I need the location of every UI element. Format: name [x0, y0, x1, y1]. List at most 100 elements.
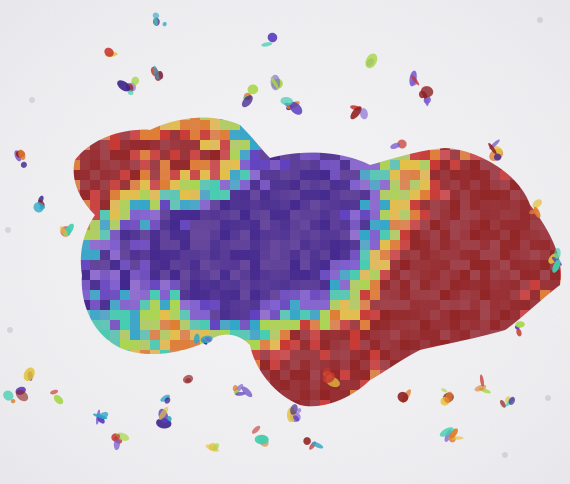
heatmap-cell — [150, 240, 160, 250]
heatmap-cell — [160, 290, 170, 300]
heatmap-cell — [240, 180, 250, 190]
heatmap-cell — [130, 240, 140, 250]
tissue-fragment — [516, 328, 522, 337]
heatmap-cell — [290, 240, 300, 250]
tissue-fragments — [3, 12, 562, 458]
heatmap-cell — [170, 270, 180, 280]
heatmap-cell — [420, 230, 430, 240]
heatmap-cell — [270, 360, 280, 370]
heatmap-cell — [240, 250, 250, 260]
heatmap-cell — [300, 400, 310, 407]
heatmap-cell — [360, 250, 370, 260]
heatmap-cell — [390, 180, 400, 190]
tissue-fragment — [493, 153, 502, 161]
heatmap-cell — [230, 220, 240, 230]
heatmap-cell — [110, 290, 120, 300]
heatmap-cell — [350, 310, 360, 320]
tissue-fragment — [115, 434, 121, 440]
tissue-fragment — [241, 386, 253, 398]
heatmap-cell — [140, 220, 150, 230]
heatmap-cell — [150, 200, 160, 210]
heatmap-cell — [250, 270, 260, 280]
tissue-fragment — [33, 201, 44, 213]
heatmap-cell — [390, 190, 400, 200]
heatmap-cell — [430, 270, 440, 280]
heatmap-cell — [530, 220, 540, 230]
heatmap-cell — [260, 280, 270, 290]
heatmap-cell — [240, 210, 250, 220]
heatmap-cell — [290, 190, 300, 200]
heatmap-cell — [400, 320, 410, 330]
heatmap-cell — [470, 240, 480, 250]
heatmap-cell — [120, 180, 130, 190]
heatmap-cell — [360, 180, 370, 190]
heatmap-cell — [210, 140, 220, 150]
heatmap-cell — [540, 250, 550, 260]
heatmap-cell — [260, 190, 270, 200]
tissue-fragment — [158, 406, 169, 420]
heatmap-cell — [310, 360, 320, 370]
heatmap-cell — [520, 280, 530, 290]
heatmap-cell — [290, 170, 300, 180]
heatmap-cell — [230, 190, 240, 200]
heatmap-cell — [230, 260, 240, 270]
heatmap-cell — [490, 210, 500, 220]
heatmap-cell — [420, 220, 430, 230]
heatmap-cell — [110, 340, 120, 350]
heatmap-cell — [180, 290, 190, 300]
heatmap-cell — [320, 340, 330, 350]
heatmap-cell — [220, 130, 230, 140]
heatmap-cell — [260, 360, 270, 370]
heatmap-cell — [430, 310, 440, 320]
heatmap-cell — [100, 230, 110, 240]
heatmap-cell — [370, 180, 380, 190]
heatmap-cell — [480, 200, 490, 210]
heatmap-cell — [350, 250, 360, 260]
heatmap-cell — [130, 170, 140, 180]
heatmap-cell — [170, 180, 180, 190]
heatmap-cell — [190, 210, 200, 220]
heatmap-cell — [320, 160, 330, 170]
tissue-fragment — [251, 425, 261, 434]
heatmap-cell — [250, 290, 260, 300]
heatmap-cell — [290, 390, 300, 400]
heatmap-cell — [300, 220, 310, 230]
heatmap-cell — [390, 250, 400, 260]
heatmap-cell — [410, 340, 420, 350]
heatmap-cell — [410, 200, 420, 210]
tissue-fragment — [422, 94, 428, 99]
heatmap-cell — [430, 230, 440, 240]
heatmap-cell — [290, 280, 300, 290]
heatmap-cell — [400, 180, 410, 190]
heatmap-cell — [350, 330, 360, 340]
heatmap-cell — [440, 300, 450, 310]
heatmap-cell — [190, 270, 200, 280]
heatmap-cell — [480, 240, 490, 250]
heatmap-cell — [120, 170, 130, 180]
heatmap-cell — [460, 150, 470, 160]
heatmap-cell — [390, 240, 400, 250]
heatmap-cell — [440, 160, 450, 170]
heatmap-cell — [130, 160, 140, 170]
heatmap-cell — [260, 250, 270, 260]
heatmap-cell — [230, 120, 240, 130]
heatmap-cell — [160, 340, 170, 350]
heatmap-cell — [240, 290, 250, 300]
heatmap-cell — [490, 310, 500, 320]
tissue-fragment — [322, 372, 336, 384]
heatmap-cell — [330, 290, 340, 300]
heatmap-cell — [350, 290, 360, 300]
heatmap-cell — [450, 290, 460, 300]
heatmap-cell — [380, 350, 390, 360]
heatmap-cell — [260, 340, 270, 350]
heatmap-cell — [200, 310, 210, 320]
heatmap-cell — [130, 290, 140, 300]
heatmap-cell — [110, 240, 120, 250]
heatmap-cell — [290, 160, 300, 170]
heatmap-cell — [320, 210, 330, 220]
heatmap-cell — [310, 350, 320, 360]
heatmap-cell — [340, 280, 350, 290]
heatmap-cell — [80, 270, 90, 280]
heatmap-cell — [470, 180, 480, 190]
heatmap-cell — [240, 190, 250, 200]
